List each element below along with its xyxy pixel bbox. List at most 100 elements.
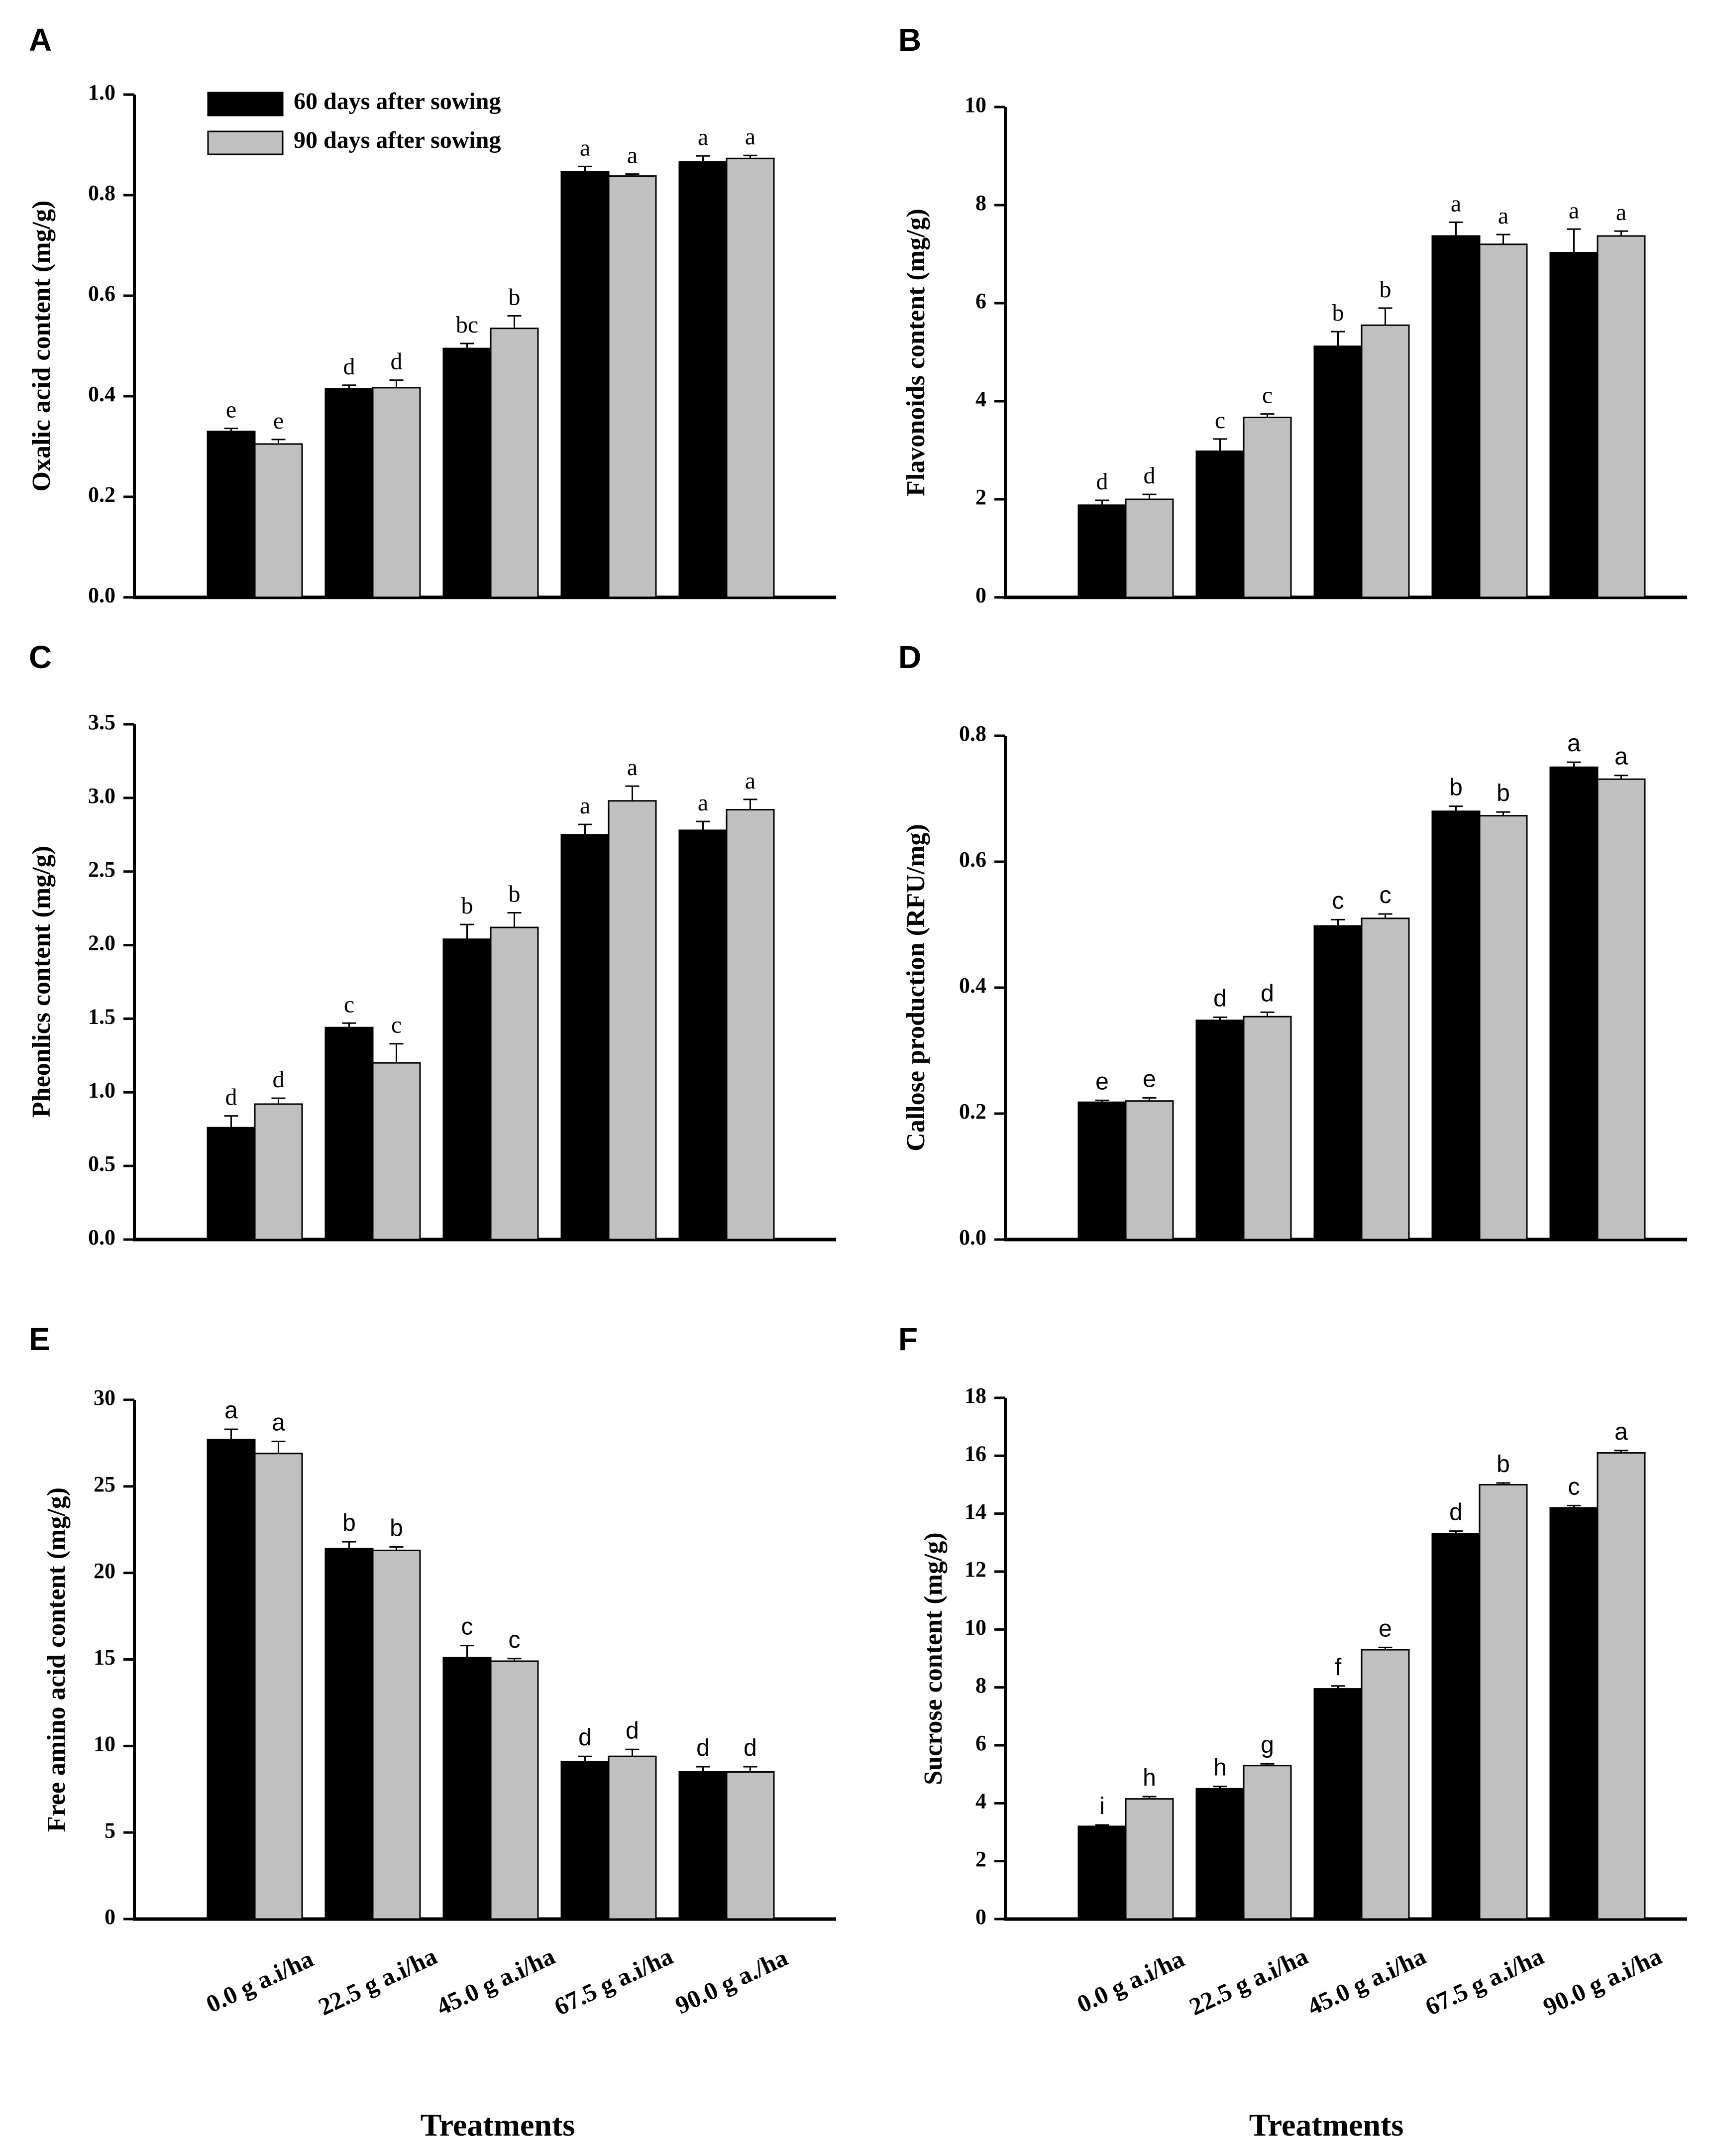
y-tick-label: 2.5 bbox=[88, 857, 115, 882]
bar-90d bbox=[372, 1549, 421, 1920]
bar-90d bbox=[1597, 1452, 1646, 1920]
panel-d: D 0.0 0.2 0.4 0.6 0.8 Callose production (RFU/… bbox=[898, 639, 1687, 1249]
y-tick-label: 0.2 bbox=[88, 482, 115, 507]
y-tick-label: 8 bbox=[975, 191, 986, 215]
y-tick-label: 3.0 bbox=[88, 784, 115, 808]
significance-letter: d bbox=[1261, 980, 1274, 1007]
bar-60d bbox=[678, 1771, 728, 1920]
significance-letter: bc bbox=[456, 312, 478, 338]
significance-letter: b bbox=[509, 284, 521, 310]
significance-letter: a bbox=[1569, 197, 1579, 224]
y-tick-label: 4 bbox=[975, 387, 986, 411]
y-tick-label: 15 bbox=[94, 1645, 115, 1670]
y-tick-label: 8 bbox=[975, 1673, 986, 1698]
y-tick-label: 0 bbox=[105, 1905, 115, 1929]
bar-90d bbox=[1361, 917, 1410, 1241]
significance-letter: c bbox=[344, 991, 354, 1018]
bar-90d bbox=[1479, 815, 1528, 1241]
significance-letter: c bbox=[1215, 407, 1225, 434]
significance-letter: b bbox=[342, 1510, 356, 1536]
y-tick-label: 0.8 bbox=[88, 181, 115, 205]
significance-letter: a bbox=[580, 793, 590, 819]
significance-letter: c bbox=[1568, 1474, 1580, 1500]
significance-letter: b bbox=[509, 881, 521, 908]
panel-f: F 0 2 4 6 8 10 12 14 16 18 Sucrose content (mg/g) i h… bbox=[898, 1321, 1687, 2143]
y-axis-title: Pheonlics content (mg/g) bbox=[27, 846, 56, 1118]
bar-60d bbox=[1313, 345, 1363, 598]
bar-90d bbox=[1479, 1484, 1528, 1920]
significance-letter: e bbox=[1143, 1066, 1156, 1092]
bar-90d bbox=[1125, 1100, 1174, 1241]
significance-letter: a bbox=[627, 754, 638, 781]
bar-60d bbox=[1077, 1101, 1127, 1241]
significance-letter: e bbox=[1095, 1068, 1109, 1095]
significance-letter: b bbox=[1497, 780, 1510, 806]
significance-letter: c bbox=[391, 1012, 402, 1038]
bar-60d bbox=[1549, 766, 1599, 1241]
bar-90d bbox=[608, 175, 657, 598]
bar-60d bbox=[324, 1548, 374, 1920]
significance-letter: b bbox=[1497, 1451, 1510, 1477]
panel-a: A 0.0 0.2 0.4 0.6 0.8 1.0 Oxalic acid content (… bbox=[27, 22, 836, 607]
y-tick-label: 1.0 bbox=[88, 1078, 115, 1102]
y-tick-label: 2.0 bbox=[88, 931, 115, 955]
category-label: 0.0 g a.i/ha bbox=[1072, 1944, 1188, 2018]
bar-90d bbox=[372, 387, 421, 598]
bar-60d bbox=[1431, 235, 1481, 598]
category-label: 90.0 g a./ha bbox=[671, 1943, 792, 2020]
significance-letter: d bbox=[1144, 462, 1156, 489]
bar-60d bbox=[442, 938, 492, 1241]
panel-label: D bbox=[898, 639, 921, 675]
significance-letter: b bbox=[1332, 300, 1344, 326]
significance-letter: c bbox=[1262, 382, 1273, 409]
significance-letter: d bbox=[1449, 1499, 1463, 1526]
y-tick-label: 1.0 bbox=[88, 80, 115, 105]
y-axis-title: Free amino acid content (mg/g) bbox=[42, 1487, 71, 1832]
legend-label: 90 days after sowing bbox=[294, 127, 501, 153]
category-label: 22.5 g a.i/ha bbox=[1185, 1942, 1312, 2021]
bar-60d bbox=[560, 1761, 610, 1920]
significance-letter: c bbox=[1332, 888, 1344, 914]
significance-letter: d bbox=[391, 348, 403, 375]
y-tick-label: 4 bbox=[975, 1789, 986, 1813]
y-tick-label: 25 bbox=[94, 1472, 115, 1496]
bar-60d bbox=[442, 347, 492, 598]
bar-60d bbox=[207, 1127, 256, 1241]
significance-letter: f bbox=[1335, 1654, 1342, 1681]
y-tick-label: 18 bbox=[964, 1383, 986, 1408]
bar-60d bbox=[1549, 252, 1599, 598]
significance-letter: b bbox=[1380, 276, 1392, 303]
significance-letter: e bbox=[273, 408, 284, 434]
y-tick-label: 2 bbox=[975, 485, 986, 509]
significance-letter: c bbox=[509, 1627, 521, 1653]
y-tick-label: 0.5 bbox=[88, 1151, 115, 1176]
y-tick-label: 30 bbox=[94, 1385, 115, 1410]
bar-90d bbox=[490, 926, 539, 1241]
significance-letter: a bbox=[580, 134, 590, 161]
significance-letter: d bbox=[578, 1724, 592, 1751]
bar-60d bbox=[1431, 810, 1481, 1241]
significance-letter: a bbox=[272, 1409, 285, 1436]
bar-90d bbox=[1243, 1016, 1292, 1241]
bar-90d bbox=[1361, 324, 1410, 598]
legend-label: 60 days after sowing bbox=[294, 88, 501, 114]
y-tick-label: 1.5 bbox=[88, 1005, 115, 1029]
bar-60d bbox=[1077, 504, 1127, 598]
bar-90d bbox=[372, 1062, 421, 1241]
y-tick-label: 0 bbox=[975, 1905, 986, 1929]
y-tick-label: 0.6 bbox=[959, 847, 986, 872]
bar-90d bbox=[1479, 243, 1528, 598]
y-tick-label: 10 bbox=[964, 1615, 986, 1639]
panel-b: B 0 2 4 6 8 10 Flavonoids content (mg/g) d c b a a d c… bbox=[898, 22, 1687, 607]
significance-letter: a bbox=[1614, 1419, 1628, 1445]
legend: 60 days after sowing 90 days after sowing bbox=[207, 88, 501, 155]
significance-letter: b bbox=[461, 893, 473, 919]
panel-label: A bbox=[29, 22, 52, 58]
bar-90d bbox=[608, 1755, 657, 1920]
y-tick-label: 10 bbox=[964, 93, 986, 117]
y-axis-title: Callose production (RFU/mg) bbox=[902, 824, 930, 1151]
significance-letter: c bbox=[461, 1614, 473, 1640]
bar-90d bbox=[490, 1660, 539, 1920]
y-tick-label: 0.0 bbox=[959, 1225, 986, 1249]
panel-label: C bbox=[29, 639, 52, 675]
